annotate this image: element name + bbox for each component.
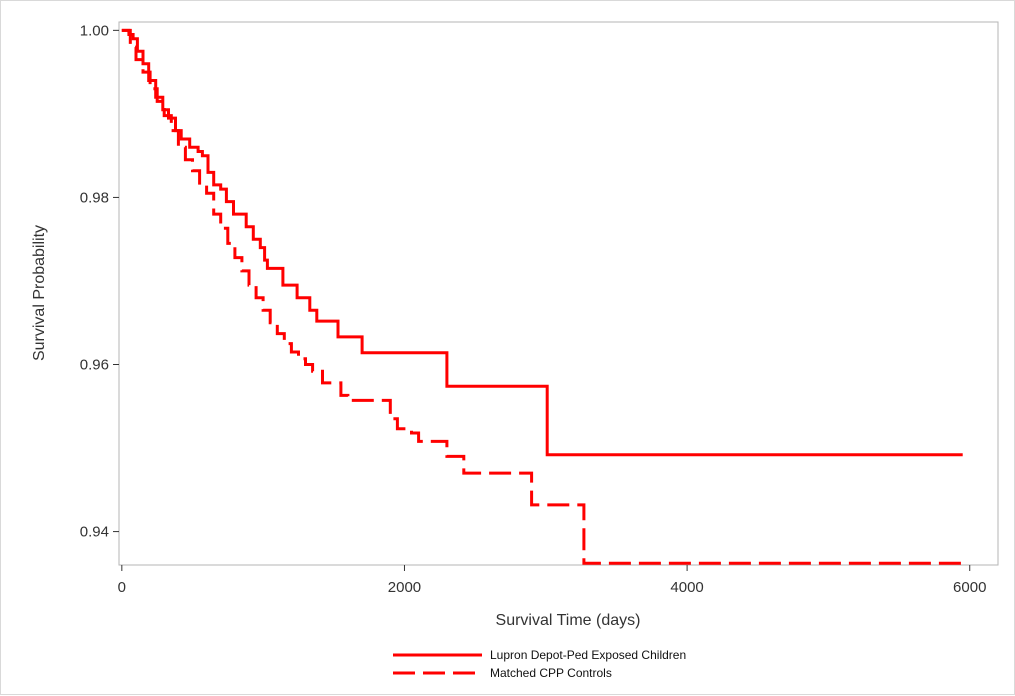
y-tick-label: 1.00 xyxy=(80,22,109,39)
legend: Lupron Depot-Ped Exposed Children Matche… xyxy=(393,648,686,680)
legend-label-controls: Matched CPP Controls xyxy=(490,666,612,680)
x-tick-label: 4000 xyxy=(670,579,703,596)
x-axis-title: Survival Time (days) xyxy=(496,612,641,629)
legend-label-exposed: Lupron Depot-Ped Exposed Children xyxy=(490,648,686,662)
x-tick-label: 0 xyxy=(118,579,126,596)
series-layer xyxy=(121,28,963,565)
x-tick-label: 6000 xyxy=(953,579,986,596)
y-tick-label: 0.98 xyxy=(80,189,109,206)
series-line-exposed xyxy=(121,28,963,457)
series-line-controls xyxy=(121,28,963,565)
y-axis-title: Survival Probability xyxy=(31,225,48,361)
y-tick-label: 0.96 xyxy=(80,357,109,374)
y-tick-label: 0.94 xyxy=(80,524,109,541)
plot-area-border xyxy=(118,21,999,566)
x-tick-label: 2000 xyxy=(388,579,421,596)
axis-layer: 0 2000 4000 6000 0.94 0.96 0.98 1.00 xyxy=(80,22,987,596)
